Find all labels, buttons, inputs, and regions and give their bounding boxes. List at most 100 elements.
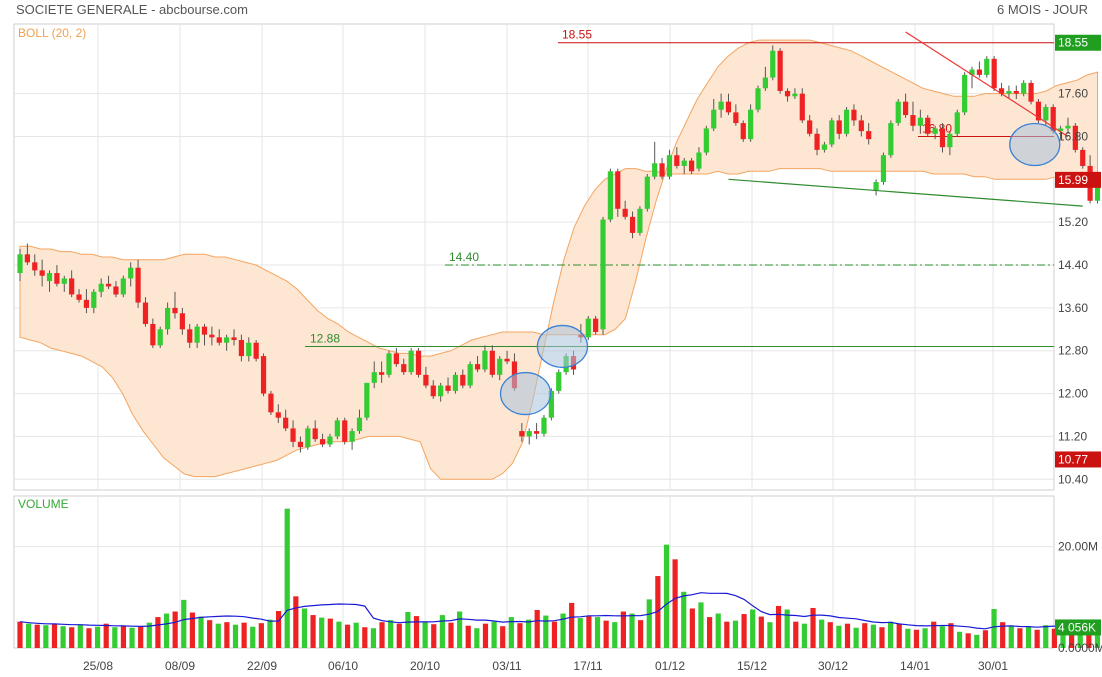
volume-bar [1025,626,1032,648]
volume-bar [362,627,368,648]
volume-bar [34,624,40,648]
candle-body [807,120,813,134]
candle-body [814,133,820,150]
volume-bar [327,618,333,648]
candle-body [725,101,732,113]
candle-body [740,123,746,140]
x-tick-label: 15/12 [737,659,767,673]
candle-body [290,428,296,442]
volume-bar [301,608,308,648]
candlesticks [17,45,1101,453]
volume-bar [413,616,420,648]
candle-body [268,393,274,413]
candle-body [379,372,385,375]
volume-bar [94,626,101,648]
candle-body [629,216,636,233]
x-tick-label: 01/12 [655,659,685,673]
candle-body [784,90,791,97]
candle-body [401,364,407,373]
candle-body [1035,101,1042,121]
y-tick-label: 15.20 [1058,215,1088,229]
candle-body [917,117,923,126]
grid-lines [13,23,1055,649]
candle-body [275,412,281,418]
candle-body [821,144,828,150]
price-badge [1055,451,1101,468]
indicator-labels: BOLL (20, 2) VOLUME [18,26,86,511]
candle-body [666,155,673,177]
candle-body [836,120,842,134]
volume-bar [982,630,989,648]
candle-body [711,109,717,129]
x-tick-label: 08/09 [165,659,195,673]
candle-body [83,299,90,308]
x-tick-label: 14/01 [900,659,930,673]
candle-body [474,364,481,370]
candle-body [674,155,680,166]
volume-bar [913,629,920,648]
candle-body [1065,125,1071,129]
volume-bar [250,626,256,648]
volume-bar [319,617,325,648]
candle-body [652,163,658,177]
candle-body [489,350,495,375]
volume-bar [922,628,928,648]
candle-body [1080,149,1086,166]
volume-panel-frame [13,495,1055,649]
volume-bar [965,633,971,648]
volume-bar [715,613,721,648]
candle-body [430,385,436,397]
candle-body [187,329,193,343]
level-label: 14.40 [449,250,479,264]
volume-bar [388,620,394,648]
candle-body [150,323,156,346]
candle-body [556,372,562,391]
candle-body [939,128,946,148]
candle-body [445,385,451,391]
candle-body [231,337,237,341]
volume-bar [344,624,351,648]
x-tick-label: 22/09 [247,659,277,673]
volume-bar [17,621,23,648]
candle-body [393,353,399,365]
candle-body [770,50,776,78]
candle-body [644,176,650,209]
volume-bar [51,624,58,648]
volume-bar [775,605,782,648]
candle-body [76,294,82,300]
candle-body [1028,82,1034,102]
volume-bar [888,621,894,648]
candle-body [356,417,363,432]
candle-body [688,160,695,172]
volume-bar [879,627,885,648]
candle-body [998,88,1005,94]
candle-body [593,318,599,332]
volume-badge-label: 4 056K [1058,620,1096,634]
candle-body [305,428,311,448]
candle-body [880,155,887,183]
candle-body [253,342,259,359]
volume-bar [60,626,66,648]
volume-bar [543,615,549,648]
candle-body [585,318,591,338]
volume-bar [120,625,127,648]
volume-bar [569,602,575,648]
candle-body [1057,128,1064,132]
bollinger-band-area [19,39,1098,480]
candle-body [615,171,621,209]
volume-bar [819,619,825,648]
y-tick-label: 16.80 [1058,129,1088,143]
x-tick-label: 30/12 [818,659,848,673]
volume-tick-label: 0.0000M [1058,641,1102,655]
y-tick-label: 12.80 [1058,344,1088,358]
chart-period-label: 6 MOIS - JOUR [996,2,1088,17]
volume-bar [491,621,497,648]
volume-bar [1017,628,1023,648]
candle-body [895,101,901,124]
volume-bar [629,613,635,648]
volume-bar [1008,626,1014,648]
volume-bar [801,623,808,648]
candle-body [260,356,267,394]
volume-bar [896,623,902,648]
